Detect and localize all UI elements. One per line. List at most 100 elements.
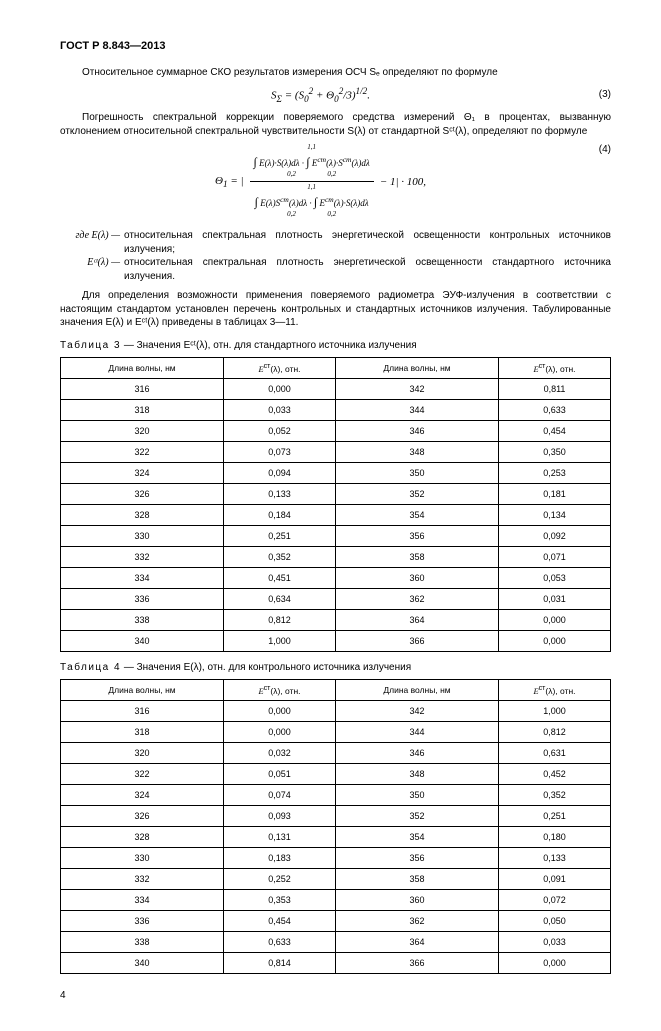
table-cell: 318 <box>61 721 224 742</box>
table-cell: 342 <box>335 378 498 399</box>
table-row: 3401,0003660,000 <box>61 630 611 651</box>
table-header-cell: Длина волны, нм <box>335 357 498 378</box>
table-cell: 366 <box>335 952 498 973</box>
table-cell: 326 <box>61 483 224 504</box>
table-cell: 0,452 <box>499 763 611 784</box>
paragraph-3: Для определения возможности применения п… <box>60 289 611 330</box>
table-row: 3200,0523460,454 <box>61 420 611 441</box>
table-cell: 366 <box>335 630 498 651</box>
table-cell: 0,032 <box>224 742 336 763</box>
table-cell: 362 <box>335 910 498 931</box>
table-row: 3220,0733480,350 <box>61 441 611 462</box>
table-cell: 0,134 <box>499 504 611 525</box>
table-header-row: Длина волны, нмEст(λ), отн.Длина волны, … <box>61 357 611 378</box>
table-header-cell: Длина волны, нм <box>335 679 498 700</box>
table-row: 3360,6343620,031 <box>61 588 611 609</box>
definition-label: Eᶜᵗ(λ) — <box>60 256 124 283</box>
table-cell: 0,071 <box>499 546 611 567</box>
table-cell: 336 <box>61 588 224 609</box>
table-cell: 0,092 <box>499 525 611 546</box>
table-cell: 0,051 <box>224 763 336 784</box>
table-cell: 0,454 <box>499 420 611 441</box>
table-cell: 1,000 <box>224 630 336 651</box>
table-cell: 0,052 <box>224 420 336 441</box>
table-cell: 328 <box>61 504 224 525</box>
paragraph-2: Погрешность спектральной коррекции повер… <box>60 111 611 138</box>
table-cell: 322 <box>61 763 224 784</box>
table-cell: 348 <box>335 763 498 784</box>
table-row: 3320,3523580,071 <box>61 546 611 567</box>
table-cell: 0,251 <box>499 805 611 826</box>
table-cell: 340 <box>61 952 224 973</box>
table-cell: 0,631 <box>499 742 611 763</box>
table-cell: 0,812 <box>499 721 611 742</box>
formula-2: Θ1 = | 1,1 ∫ E(λ)·S(λ)dλ · ∫ Eст(λ)·Sст(… <box>60 144 581 219</box>
definition-item: Eᶜᵗ(λ) — относительная спектральная плот… <box>60 256 611 283</box>
table-4-caption: Таблица 4 — Значения E(λ), отн. для конт… <box>60 662 611 673</box>
table-row: 3340,3533600,072 <box>61 889 611 910</box>
table-row: 3180,0003440,812 <box>61 721 611 742</box>
table-cell: 360 <box>335 567 498 588</box>
table-cell: 336 <box>61 910 224 931</box>
table-cell: 338 <box>61 609 224 630</box>
table-row: 3200,0323460,631 <box>61 742 611 763</box>
table-header-row: Длина волны, нмEст(λ), отн.Длина волны, … <box>61 679 611 700</box>
table-cell: 362 <box>335 588 498 609</box>
table-cell: 0,053 <box>499 567 611 588</box>
table-cell: 324 <box>61 462 224 483</box>
table-cell: 334 <box>61 889 224 910</box>
table-row: 3360,4543620,050 <box>61 910 611 931</box>
definition-item: где E(λ) — относительная спектральная пл… <box>60 229 611 256</box>
table-cell: 332 <box>61 868 224 889</box>
formula-1: SΣ = (S02 + Θ02/3)1/2. <box>60 86 581 104</box>
table-cell: 0,033 <box>224 399 336 420</box>
table-cell: 0,000 <box>224 700 336 721</box>
table-cell: 0,252 <box>224 868 336 889</box>
formula-1-row: SΣ = (S02 + Θ02/3)1/2. (3) <box>60 86 611 104</box>
table-cell: 0,000 <box>499 609 611 630</box>
definition-label: где E(λ) — <box>60 229 124 256</box>
table-cell: 350 <box>335 784 498 805</box>
table-cell: 0,133 <box>224 483 336 504</box>
formula-2-number: (4) <box>581 144 611 155</box>
table-row: 3160,0003421,000 <box>61 700 611 721</box>
table-row: 3380,8123640,000 <box>61 609 611 630</box>
table-cell: 0,633 <box>499 399 611 420</box>
table-header-cell: Eст(λ), отн. <box>224 357 336 378</box>
table-cell: 0,131 <box>224 826 336 847</box>
table-cell: 320 <box>61 420 224 441</box>
table-header-cell: Длина волны, нм <box>61 679 224 700</box>
table-cell: 0,000 <box>499 630 611 651</box>
table-4: Длина волны, нмEст(λ), отн.Длина волны, … <box>60 679 611 974</box>
table-3-caption: Таблица 3 — Значения Eᶜᵗ(λ), отн. для ст… <box>60 340 611 351</box>
table-row: 3340,4513600,053 <box>61 567 611 588</box>
table-row: 3260,0933520,251 <box>61 805 611 826</box>
table-row: 3300,1833560,133 <box>61 847 611 868</box>
table-cell: 1,000 <box>499 700 611 721</box>
table-row: 3380,6333640,033 <box>61 931 611 952</box>
table-cell: 364 <box>335 931 498 952</box>
table-cell: 0,074 <box>224 784 336 805</box>
table-row: 3260,1333520,181 <box>61 483 611 504</box>
table-cell: 0,353 <box>224 889 336 910</box>
table-header-cell: Длина волны, нм <box>61 357 224 378</box>
table-row: 3240,0943500,253 <box>61 462 611 483</box>
formula-1-number: (3) <box>581 89 611 100</box>
table-cell: 340 <box>61 630 224 651</box>
table-cell: 0,091 <box>499 868 611 889</box>
table-cell: 328 <box>61 826 224 847</box>
table-cell: 356 <box>335 525 498 546</box>
table-cell: 334 <box>61 567 224 588</box>
table-cell: 0,073 <box>224 441 336 462</box>
table-header-cell: Eст(λ), отн. <box>224 679 336 700</box>
table-cell: 0,251 <box>224 525 336 546</box>
table-cell: 330 <box>61 847 224 868</box>
document-header: ГОСТ Р 8.843—2013 <box>60 40 611 52</box>
table-row: 3280,1313540,180 <box>61 826 611 847</box>
table-row: 3280,1843540,134 <box>61 504 611 525</box>
table-row: 3300,2513560,092 <box>61 525 611 546</box>
table-cell: 0,094 <box>224 462 336 483</box>
table-cell: 0,253 <box>499 462 611 483</box>
table-cell: 316 <box>61 378 224 399</box>
table-cell: 0,352 <box>224 546 336 567</box>
